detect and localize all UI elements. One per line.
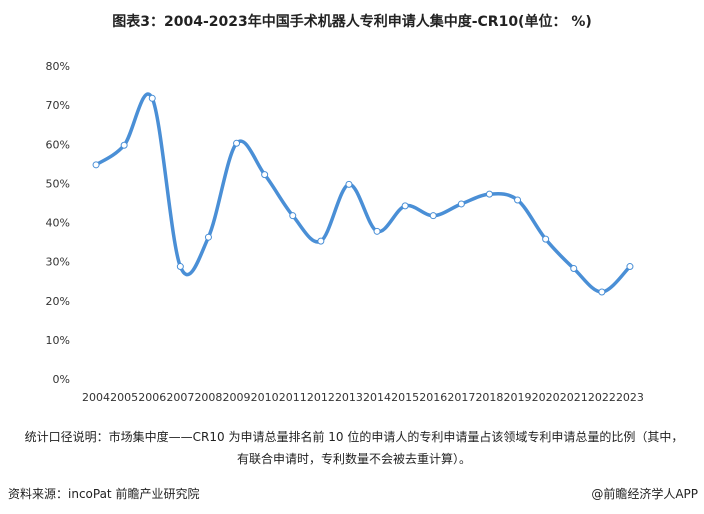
y-tick-label: 60% [46,138,70,151]
point [598,288,606,296]
x-tick-label: 2021 [560,391,588,404]
point [373,227,381,235]
x-tick-label: 2019 [504,391,532,404]
x-tick-label: 2017 [447,391,475,404]
source: 资料来源：incoPat 前瞻产业研究院 [8,487,200,501]
point [401,202,409,210]
y-tick-label: 50% [46,177,70,190]
y-tick-label: 20% [46,295,70,308]
point [289,212,297,220]
chart-title: 图表3：2004-2023年中国手术机器人专利申请人集中度-CR10(单位： %… [112,13,592,30]
x-tick-label: 2007 [166,391,194,404]
x-tick-label: 2023 [616,391,644,404]
point [626,263,634,271]
brand: @前瞻经济学人APP [591,487,698,501]
point [542,235,550,243]
point [345,180,353,188]
point [317,237,325,245]
point [148,94,156,102]
x-tick-label: 2006 [138,391,166,404]
point [120,141,128,149]
y-tick-label: 0% [53,373,70,386]
point [457,200,465,208]
point [176,263,184,271]
point [92,161,100,169]
x-tick-label: 2010 [251,391,279,404]
point [429,212,437,220]
x-tick-label: 2015 [391,391,419,404]
y-tick-label: 10% [46,334,70,347]
x-tick-label: 2020 [532,391,560,404]
point [514,196,522,204]
y-tick-label: 80% [46,60,70,73]
point [233,139,241,147]
x-tick-label: 2014 [363,391,391,404]
x-tick-label: 2016 [419,391,447,404]
x-tick-label: 2011 [279,391,307,404]
x-tick-label: 2004 [82,391,110,404]
y-tick-label: 30% [46,256,70,269]
x-tick-label: 2008 [194,391,222,404]
series-line [95,92,632,294]
x-tick-label: 2013 [335,391,363,404]
point [570,264,578,272]
y-tick-label: 40% [46,217,70,230]
x-tick-label: 2022 [588,391,616,404]
y-tick-label: 70% [46,99,70,112]
point [261,171,269,179]
x-tick-label: 2009 [223,391,251,404]
x-tick-label: 2012 [307,391,335,404]
note: 统计口径说明：市场集中度——CR10 为申请总量排名前 10 位的申请人的专利申… [24,430,684,466]
x-tick-label: 2018 [475,391,503,404]
point [204,233,212,241]
x-tick-label: 2005 [110,391,138,404]
point [485,190,493,198]
chart: 图表3：2004-2023年中国手术机器人专利申请人集中度-CR10(单位： %… [46,13,644,404]
